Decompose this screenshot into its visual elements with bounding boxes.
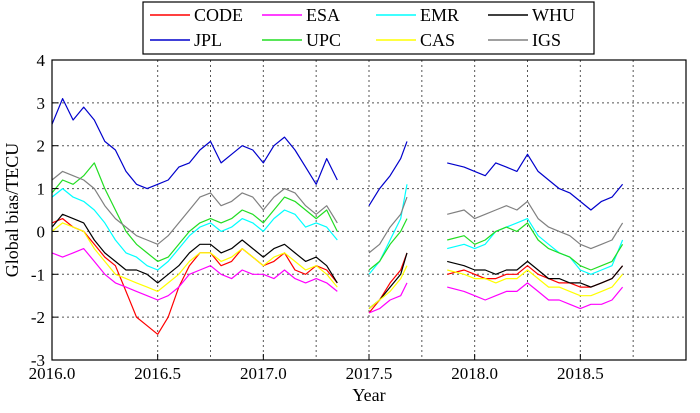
tick-labels: 2016.0 2016.5 2017.0 2017.5 2018.0 2018.5 -3 -2… <box>29 51 604 383</box>
y-tick-label: 3 <box>37 94 46 113</box>
axis-ticks <box>51 59 581 361</box>
legend-label-code: CODE <box>194 5 243 25</box>
series-line-esa <box>51 248 624 314</box>
y-tick-label: -3 <box>31 351 45 370</box>
x-tick-label: 2018.0 <box>451 364 498 383</box>
y-tick-label: 2 <box>37 137 46 156</box>
y-tick-label: 4 <box>37 51 46 70</box>
series-line-igs <box>51 170 624 254</box>
grid <box>51 60 686 360</box>
series-line-emr <box>51 184 624 275</box>
x-tick-label: 2018.5 <box>557 364 604 383</box>
legend-label-whu: WHU <box>532 5 575 25</box>
y-tick-label: 0 <box>37 222 46 241</box>
series-lines <box>51 98 624 335</box>
y-tick-label: 1 <box>37 180 46 199</box>
legend-label-jpl: JPL <box>194 30 222 50</box>
x-tick-label: 2016.0 <box>29 364 76 383</box>
y-tick-label: -1 <box>31 265 45 284</box>
x-tick-label: 2017.5 <box>346 364 393 383</box>
legend: CODE ESA EMR WHU JPL UPC CAS IGS <box>142 1 595 55</box>
x-tick-label: 2017.0 <box>240 364 287 383</box>
legend-label-upc: UPC <box>306 30 341 50</box>
series-line-upc <box>51 162 624 271</box>
x-axis-title: Year <box>352 385 385 405</box>
series-line-jpl <box>51 98 624 211</box>
legend-items: CODE ESA EMR WHU JPL UPC CAS IGS <box>150 5 575 50</box>
y-axis-title: Global bias/TECU <box>2 143 22 277</box>
y-tick-label: -2 <box>31 308 45 327</box>
legend-label-emr: EMR <box>420 5 459 25</box>
legend-box <box>142 1 595 55</box>
legend-label-igs: IGS <box>532 30 561 50</box>
series-line-whu <box>51 213 624 310</box>
x-tick-label: 2016.5 <box>134 364 181 383</box>
series-line-cas <box>51 222 624 310</box>
legend-label-esa: ESA <box>306 5 340 25</box>
legend-label-cas: CAS <box>420 30 455 50</box>
